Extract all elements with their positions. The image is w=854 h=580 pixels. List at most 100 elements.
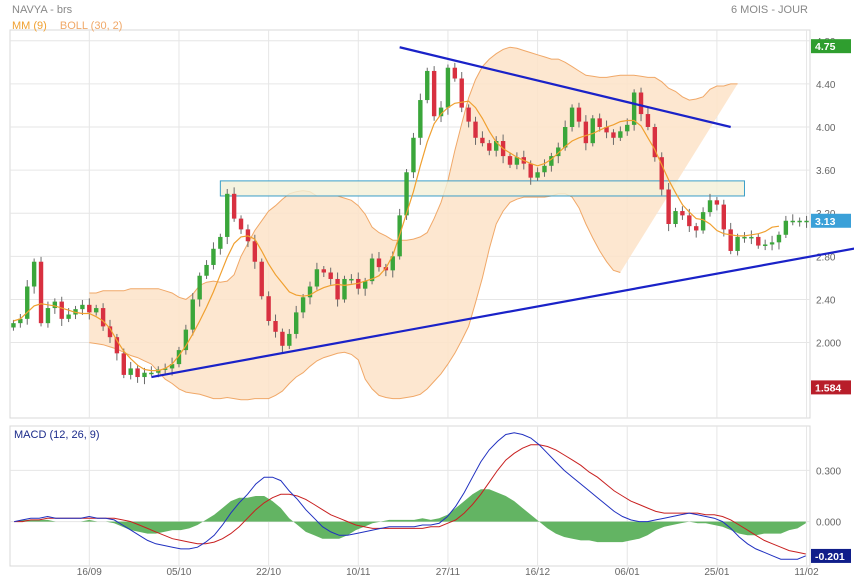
low-badge bbox=[811, 380, 851, 395]
candle-up bbox=[797, 220, 802, 223]
candle-down bbox=[687, 215, 692, 227]
candle-up bbox=[314, 269, 320, 287]
date-tick-label: 16/12 bbox=[525, 567, 550, 578]
candle-down bbox=[597, 118, 602, 127]
candle-up bbox=[294, 312, 299, 334]
candle-down bbox=[259, 261, 264, 297]
candle-down bbox=[604, 127, 609, 133]
candle-up bbox=[742, 236, 747, 239]
candle-up bbox=[45, 308, 51, 324]
candle-up bbox=[549, 156, 554, 166]
candle-up bbox=[11, 323, 16, 328]
period-label[interactable]: 6 MOIS - JOUR bbox=[730, 4, 808, 16]
candle-up bbox=[735, 236, 740, 251]
moving-average-line bbox=[13, 100, 780, 372]
candle-down bbox=[487, 143, 492, 151]
candle-down bbox=[659, 157, 664, 190]
candle-up bbox=[369, 258, 375, 282]
candle-down bbox=[473, 121, 478, 138]
candle-up bbox=[783, 220, 789, 235]
candle-up bbox=[190, 299, 195, 330]
candle-up bbox=[700, 212, 706, 231]
candle-up bbox=[142, 372, 147, 378]
candle-up bbox=[225, 193, 230, 237]
bollinger-band bbox=[89, 47, 738, 400]
macd-panel bbox=[9, 425, 811, 567]
macd-tick-label: 0.300 bbox=[816, 466, 841, 477]
candle-down bbox=[273, 321, 278, 332]
candle-down bbox=[121, 353, 126, 375]
candle-up bbox=[342, 278, 347, 300]
candle-up bbox=[562, 127, 568, 148]
candle-down bbox=[714, 200, 720, 205]
trendline bbox=[399, 46, 731, 129]
candle-up bbox=[445, 67, 451, 108]
macd-legend[interactable]: MACD (12, 26, 9) bbox=[14, 429, 100, 441]
low-badge-text: 1.584 bbox=[815, 382, 841, 394]
candle-down bbox=[459, 78, 464, 108]
price-tick-label: 4.40 bbox=[816, 80, 836, 91]
candle-down bbox=[431, 70, 437, 117]
candle-down bbox=[694, 226, 699, 231]
candle-down bbox=[114, 337, 120, 354]
mm-legend[interactable]: MM (9) bbox=[12, 20, 47, 32]
candle-down bbox=[87, 304, 92, 313]
candle-up bbox=[204, 264, 209, 276]
candle-up bbox=[535, 172, 540, 178]
candle-down bbox=[321, 269, 326, 273]
candle-up bbox=[590, 118, 595, 144]
candle-up bbox=[569, 107, 575, 127]
candle-up bbox=[542, 165, 547, 173]
candle-up bbox=[183, 329, 189, 351]
indicator-legend: MM (9) BOLL (30, 2) bbox=[12, 20, 132, 32]
candle-down bbox=[528, 163, 533, 178]
macd-histogram bbox=[14, 489, 806, 543]
price-tick-label: 2.40 bbox=[816, 295, 836, 306]
candle-up bbox=[438, 107, 444, 117]
candle-up bbox=[169, 364, 175, 369]
candle-up bbox=[776, 234, 782, 243]
date-tick-label: 16/09 bbox=[77, 567, 102, 578]
candle-up bbox=[514, 157, 520, 165]
candle-up bbox=[162, 368, 168, 370]
candle-down bbox=[507, 156, 513, 165]
candle-up bbox=[176, 350, 182, 365]
candle-down bbox=[756, 236, 761, 246]
candle-up bbox=[31, 261, 37, 287]
candle-down bbox=[252, 241, 258, 262]
candle-up bbox=[707, 200, 713, 213]
candle-down bbox=[583, 121, 589, 144]
date-tick-label: 11/02 bbox=[794, 567, 819, 578]
candle-down bbox=[721, 204, 726, 230]
candle-up bbox=[790, 220, 795, 223]
candle-down bbox=[576, 107, 582, 122]
price-tick-label: 4.00 bbox=[816, 123, 836, 134]
date-tick-label: 25/01 bbox=[704, 567, 729, 578]
candle-down bbox=[638, 92, 644, 115]
candle-down bbox=[376, 258, 382, 268]
candle-up bbox=[769, 242, 775, 245]
trendline bbox=[151, 247, 854, 379]
bollinger-lower-line bbox=[89, 193, 621, 401]
candle-down bbox=[680, 211, 685, 216]
candle-down bbox=[328, 272, 333, 279]
boll-legend[interactable]: BOLL (30, 2) bbox=[59, 20, 123, 32]
candle-down bbox=[611, 132, 616, 138]
macd-value-badge-text: -0.201 bbox=[815, 551, 845, 563]
candle-up bbox=[762, 244, 768, 246]
candle-up bbox=[300, 297, 306, 313]
candle-up bbox=[411, 137, 416, 173]
price-tick-label: 2.80 bbox=[816, 252, 836, 263]
candle-up bbox=[218, 236, 223, 249]
macd-signal-line bbox=[14, 444, 806, 555]
candle-up bbox=[804, 220, 809, 223]
macd-tick-label: 0.000 bbox=[816, 518, 841, 529]
candle-down bbox=[452, 67, 458, 79]
date-tick-label: 22/10 bbox=[256, 567, 281, 578]
candle-up bbox=[66, 314, 71, 319]
price-badge-text: 3.13 bbox=[815, 216, 836, 228]
candle-up bbox=[749, 236, 754, 239]
instrument-title: NAVYA - brs bbox=[12, 4, 73, 16]
candle-up bbox=[25, 286, 30, 319]
candle-up bbox=[197, 275, 202, 300]
